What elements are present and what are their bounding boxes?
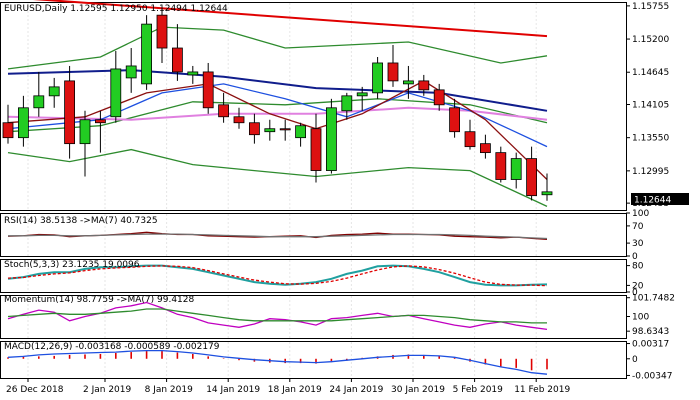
macd-line-0 bbox=[7, 349, 548, 375]
overlay-bb-lower bbox=[7, 148, 548, 207]
candle-body bbox=[495, 152, 507, 180]
macd-tick-label: 0 bbox=[632, 355, 638, 365]
stoch-tick-label: 0 bbox=[632, 288, 638, 298]
rsi-tick-label: 100 bbox=[632, 209, 649, 219]
momentum-line-1 bbox=[7, 308, 547, 324]
candle-body bbox=[33, 95, 45, 109]
candle-body bbox=[356, 92, 368, 97]
date-tick-label: 14 Jan 2019 bbox=[206, 385, 260, 395]
stoch-panel: 80 200 bbox=[7, 262, 644, 298]
rsi-tick-label: 0 bbox=[632, 252, 638, 262]
price-tick-label: 1.14645 bbox=[632, 68, 669, 78]
overlay-red-ma bbox=[32, 0, 548, 38]
candle-body bbox=[156, 14, 168, 49]
candle-body bbox=[341, 95, 353, 112]
candle-body bbox=[402, 80, 414, 85]
rsi-tick-label: 70 bbox=[632, 222, 644, 232]
candle-body bbox=[202, 71, 214, 109]
candle-body bbox=[125, 65, 137, 79]
date-axis: 26 Dec 2018 2 Jan 2019 8 Jan 2019 14 Jan 20… bbox=[6, 378, 570, 395]
stoch-tick-label: 80 bbox=[632, 262, 644, 272]
candle-body bbox=[418, 80, 430, 91]
macd-tick-label: 0.00317 bbox=[632, 340, 669, 350]
momentum-panel: 101.7482 100 98.6343 bbox=[7, 294, 675, 337]
candle-body bbox=[279, 128, 291, 131]
candle-body bbox=[110, 68, 122, 118]
candle-body bbox=[141, 23, 153, 85]
date-tick-label: 11 Feb 2019 bbox=[514, 385, 570, 395]
candle-body bbox=[387, 62, 399, 82]
rsi-header: RSI(14) 38.5138 ->MA(7) 40.7325 bbox=[4, 216, 158, 226]
candle-body bbox=[64, 80, 75, 145]
candle-body bbox=[310, 128, 322, 171]
last-price-label: 1.12644 bbox=[634, 196, 671, 206]
candle-body bbox=[95, 119, 106, 124]
candle-body bbox=[264, 128, 276, 133]
candle-body bbox=[17, 107, 29, 139]
stoch-tick-label: 20 bbox=[632, 281, 644, 291]
candle-body bbox=[218, 104, 230, 118]
momentum-tick-label: 101.7482 bbox=[632, 294, 675, 304]
rsi-panel: 100 70 30 0 bbox=[7, 209, 649, 262]
candle-body bbox=[325, 107, 337, 171]
price-candles bbox=[2, 7, 553, 201]
macd-panel: 0.00317 0 -0.00347 bbox=[7, 340, 672, 381]
last-price-tag bbox=[631, 193, 689, 205]
overlay-bb-upper bbox=[7, 26, 548, 70]
momentum-tick-label: 98.6343 bbox=[632, 327, 669, 337]
date-tick-label: 18 Jan 2019 bbox=[268, 385, 322, 395]
stoch-line-1 bbox=[7, 265, 548, 287]
candle-body bbox=[464, 131, 476, 148]
candle-body bbox=[233, 116, 245, 124]
date-tick-label: 8 Jan 2019 bbox=[145, 385, 193, 395]
candle-body bbox=[526, 158, 537, 197]
momentum-tick-label: 100 bbox=[632, 313, 649, 323]
candle-body bbox=[187, 71, 199, 76]
candle-body bbox=[248, 122, 260, 136]
candle-body bbox=[48, 86, 60, 97]
candle-body bbox=[295, 125, 307, 139]
macd-tick-label: -0.00347 bbox=[632, 371, 672, 381]
momentum-header: Momentum(14) 98.7759 ->MA(7) 99.4128 bbox=[4, 295, 195, 305]
price-axis: 1.15755 1.15200 1.14645 1.14105 1.13550 1.129… bbox=[626, 2, 669, 209]
date-tick-label: 30 Jan 2019 bbox=[391, 385, 445, 395]
macd-header: MACD(12,26,9) -0.003168 -0.000589 -0.002… bbox=[4, 342, 220, 352]
candle-body bbox=[479, 143, 491, 154]
price-tick-label: 1.15755 bbox=[632, 2, 669, 12]
date-tick-label: 2 Jan 2019 bbox=[83, 385, 131, 395]
candle-body bbox=[510, 158, 522, 180]
stoch-line-0 bbox=[7, 264, 548, 287]
candle-body bbox=[433, 89, 445, 106]
price-tick-label: 1.14105 bbox=[632, 101, 669, 111]
candle-body bbox=[449, 107, 461, 133]
candle-body bbox=[79, 119, 91, 145]
stoch-header: Stoch(5,3,3) 23.1235 19.0096 bbox=[4, 260, 140, 270]
candle-body bbox=[2, 122, 14, 139]
rsi-tick-label: 30 bbox=[632, 239, 644, 249]
rsi-line-1 bbox=[8, 233, 548, 240]
price-tick-label: 1.15200 bbox=[632, 35, 669, 45]
date-tick-label: 5 Feb 2019 bbox=[453, 385, 504, 395]
candle-body bbox=[372, 62, 384, 94]
price-header: EURUSD,Daily 1.12595 1.12950 1.12494 1.1… bbox=[4, 4, 228, 14]
date-tick-label: 24 Jan 2019 bbox=[329, 385, 383, 395]
price-tick-label: 1.12995 bbox=[632, 167, 669, 177]
candle-body bbox=[171, 47, 183, 73]
candle-body bbox=[541, 191, 553, 196]
date-tick-label: 26 Dec 2018 bbox=[6, 385, 64, 395]
price-tick-label: 1.13550 bbox=[632, 134, 669, 144]
